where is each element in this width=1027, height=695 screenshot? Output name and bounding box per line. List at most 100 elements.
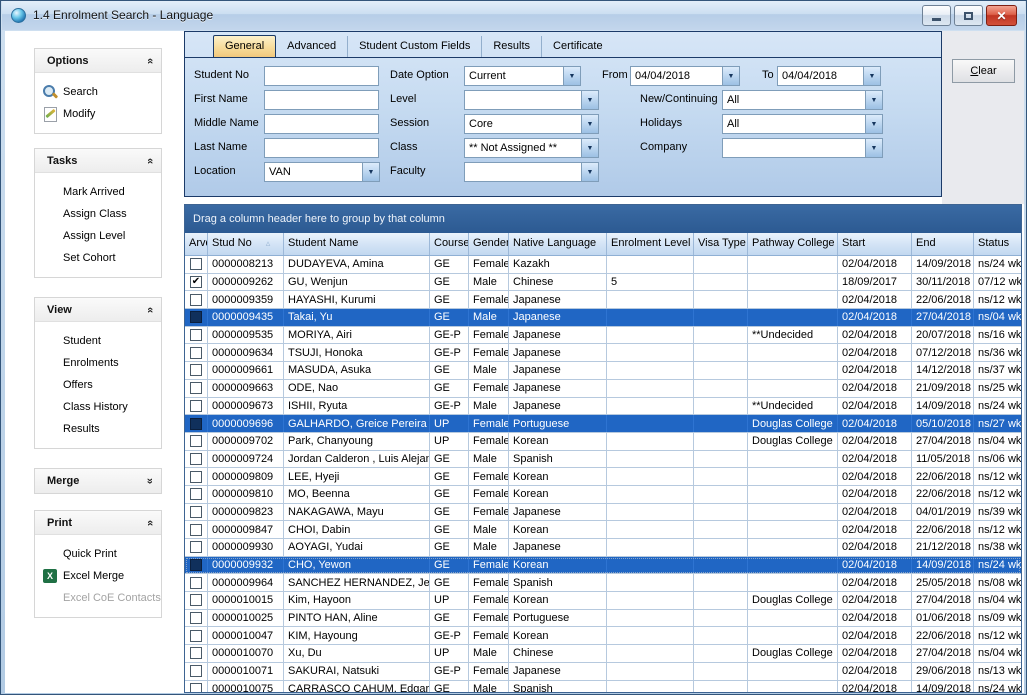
middle-name-field[interactable] — [264, 114, 379, 134]
sidebar-item-class-history[interactable]: Class History — [35, 396, 161, 418]
arrived-checkbox[interactable] — [190, 311, 202, 324]
table-row[interactable]: 0000009661 MASUDA, Asuka GE Male Japanese 02/… — [185, 362, 1021, 380]
sidebar-item-enrolments[interactable]: Enrolments — [35, 352, 161, 374]
tab-advanced[interactable]: Advanced — [276, 36, 349, 57]
session-select[interactable]: Core ▼ — [464, 114, 599, 134]
column-header-course[interactable]: Course — [430, 233, 469, 255]
arrived-checkbox[interactable] — [190, 594, 202, 607]
chevron-double-down-icon[interactable]: « — [143, 477, 156, 485]
sidebar-item-search[interactable]: Search — [35, 81, 161, 103]
table-row[interactable]: 0000010015 Kim, Hayoon UP Female Korean Dougl… — [185, 592, 1021, 610]
arrived-checkbox[interactable] — [190, 647, 202, 660]
chevron-down-icon[interactable]: ▼ — [863, 67, 880, 85]
arrived-checkbox[interactable] — [190, 541, 202, 554]
arrived-checkbox[interactable] — [190, 523, 202, 536]
table-row[interactable]: 0000009634 TSUJI, Honoka GE-P Female Japanes… — [185, 344, 1021, 363]
sidebar-item-results[interactable]: Results — [35, 418, 161, 440]
table-row[interactable]: 0000010025 PINTO HAN, Aline GE Female Portug… — [185, 609, 1021, 628]
arrived-checkbox[interactable] — [190, 399, 202, 412]
close-button[interactable]: ✕ — [986, 5, 1017, 26]
arrived-checkbox[interactable] — [190, 488, 202, 501]
chevron-down-icon[interactable]: ▼ — [581, 139, 598, 157]
table-row[interactable]: 0000010070 Xu, Du UP Male Chinese Douglas Col… — [185, 645, 1021, 663]
sidebar-section-header-options[interactable]: Options « — [35, 49, 161, 73]
arrived-checkbox[interactable] — [190, 682, 202, 692]
table-row[interactable]: ✔ 0000009262 GU, Wenjun GE Male Chinese 5 18/09… — [185, 273, 1021, 292]
table-row[interactable]: 0000009673 ISHII, Ryuta GE-P Male Japanese **… — [185, 397, 1021, 416]
chevron-down-icon[interactable]: ▼ — [581, 91, 598, 109]
first-name-field[interactable] — [264, 90, 379, 110]
holidays-select[interactable]: All ▼ — [722, 114, 883, 134]
level-select[interactable]: ▼ — [464, 90, 599, 110]
arrived-checkbox[interactable] — [190, 452, 202, 465]
tab-certificate[interactable]: Certificate — [553, 40, 603, 52]
chevron-down-icon[interactable]: ▼ — [581, 115, 598, 133]
table-row[interactable]: 0000009702 Park, Chanyoung UP Female Korean D… — [185, 432, 1021, 451]
column-header-stud-no[interactable]: Stud No ▵ — [208, 233, 284, 255]
arrived-checkbox[interactable] — [190, 435, 202, 448]
arrived-checkbox[interactable] — [190, 470, 202, 483]
company-select[interactable]: ▼ — [722, 138, 883, 158]
arrived-checkbox[interactable] — [190, 417, 202, 430]
sidebar-item-modify[interactable]: Modify — [35, 103, 161, 125]
sidebar-section-header-print[interactable]: Print « — [35, 511, 161, 535]
column-header-enrolment-level[interactable]: Enrolment Level — [607, 233, 694, 255]
table-row[interactable]: 0000009932 CHO, Yewon GE Female Korean 02/04/… — [185, 556, 1021, 575]
from-date-picker[interactable]: 04/04/2018 ▼ — [630, 66, 740, 86]
group-by-bar[interactable]: Drag a column header here to group by th… — [185, 205, 1021, 233]
chevron-down-icon[interactable]: ▼ — [865, 115, 882, 133]
chevron-down-icon[interactable]: ▼ — [362, 163, 379, 181]
column-header-start[interactable]: Start — [838, 233, 912, 255]
sidebar-item-assign-level[interactable]: Assign Level — [35, 225, 161, 247]
table-row[interactable]: 0000009663 ODE, Nao GE Female Japanese 02/04/… — [185, 379, 1021, 398]
location-select[interactable]: VAN ▼ — [264, 162, 380, 182]
arrived-checkbox[interactable] — [190, 382, 202, 395]
table-row[interactable]: 0000009809 LEE, Hyeji GE Female Korean 02/04/… — [185, 468, 1021, 486]
last-name-field[interactable] — [264, 138, 379, 158]
arrived-checkbox[interactable] — [190, 329, 202, 342]
chevron-double-up-icon[interactable]: « — [143, 157, 156, 164]
table-row[interactable]: 0000010071 SAKURAI, Natsuki GE-P Female Japa… — [185, 662, 1021, 681]
table-row[interactable]: 0000010047 KIM, Hayoung GE-P Female Korean 02… — [185, 627, 1021, 646]
arrived-checkbox[interactable] — [190, 293, 202, 306]
sidebar-section-header-merge[interactable]: Merge « — [35, 469, 161, 493]
column-header-visa-type[interactable]: Visa Type — [694, 233, 748, 255]
minimize-button[interactable] — [922, 5, 951, 26]
column-header-end[interactable]: End — [912, 233, 974, 255]
arrived-checkbox[interactable] — [190, 258, 202, 271]
new-continuing-select[interactable]: All ▼ — [722, 90, 883, 110]
column-header-status[interactable]: Status — [974, 233, 1021, 255]
sidebar-item-assign-class[interactable]: Assign Class — [35, 203, 161, 225]
table-row[interactable]: 0000008213 DUDAYEVA, Amina GE Female Kazakh 0… — [185, 256, 1021, 274]
arrived-checkbox[interactable] — [190, 576, 202, 589]
sidebar-item-quick-print[interactable]: Quick Print — [35, 543, 161, 565]
arrived-checkbox[interactable] — [190, 629, 202, 642]
table-row[interactable]: 0000009823 NAKAGAWA, Mayu GE Female Japanese… — [185, 503, 1021, 522]
chevron-down-icon[interactable]: ▼ — [581, 163, 598, 181]
table-row[interactable]: 0000009435 Takai, Yu GE Male Japanese 02/04/2… — [185, 309, 1021, 327]
arrived-checkbox[interactable] — [190, 665, 202, 678]
sidebar-item-excel-merge[interactable]: Excel Merge — [35, 565, 161, 587]
to-date-picker[interactable]: 04/04/2018 ▼ — [777, 66, 881, 86]
chevron-down-icon[interactable]: ▼ — [865, 91, 882, 109]
sidebar-item-offers[interactable]: Offers — [35, 374, 161, 396]
sidebar-item-mark-arrived[interactable]: Mark Arrived — [35, 181, 161, 203]
clear-button[interactable]: Clear — [952, 59, 1015, 83]
restore-button[interactable] — [954, 5, 983, 26]
sidebar-section-header-view[interactable]: View « — [35, 298, 161, 322]
chevron-double-up-icon[interactable]: « — [143, 306, 156, 313]
date-option-select[interactable]: Current ▼ — [464, 66, 581, 86]
table-row[interactable]: 0000009696 GALHARDO, Greice Pereira UP Fema… — [185, 415, 1021, 433]
table-row[interactable]: 0000009724 Jordan Calderon , Luis Alejand… — [185, 450, 1021, 469]
arrived-checkbox[interactable] — [190, 346, 202, 359]
column-header-native-language[interactable]: Native Language — [509, 233, 607, 255]
student-no-field[interactable] — [264, 66, 379, 86]
table-row[interactable]: 0000009535 MORIYA, Airi GE-P Female Japanese… — [185, 326, 1021, 345]
tab-student-custom-fields[interactable]: Student Custom Fields — [348, 36, 483, 57]
faculty-select[interactable]: ▼ — [464, 162, 599, 182]
arrived-checkbox[interactable] — [190, 505, 202, 518]
tab-general[interactable]: General — [213, 35, 277, 57]
arrived-checkbox[interactable] — [190, 364, 202, 377]
